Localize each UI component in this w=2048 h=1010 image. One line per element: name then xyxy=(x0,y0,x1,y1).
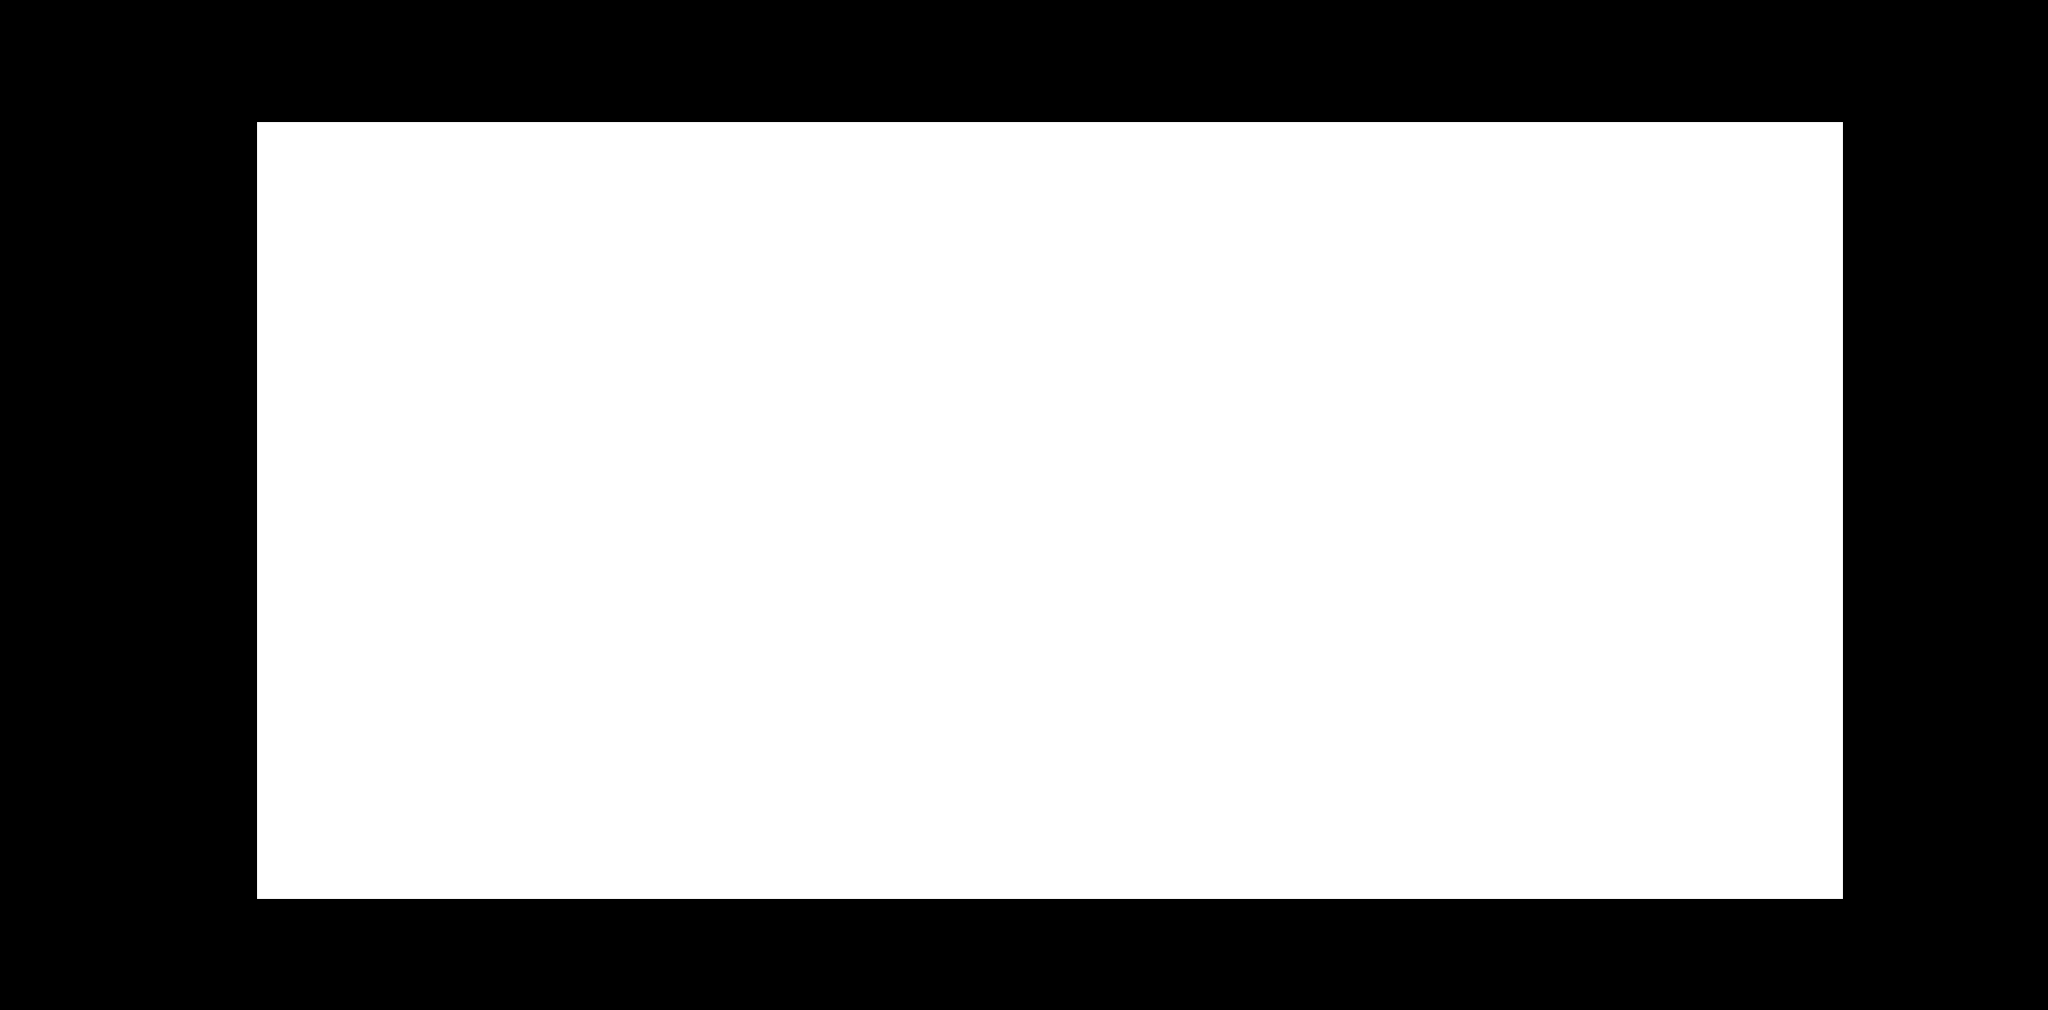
Text: Cartopy not available: Cartopy not available xyxy=(901,496,1198,524)
